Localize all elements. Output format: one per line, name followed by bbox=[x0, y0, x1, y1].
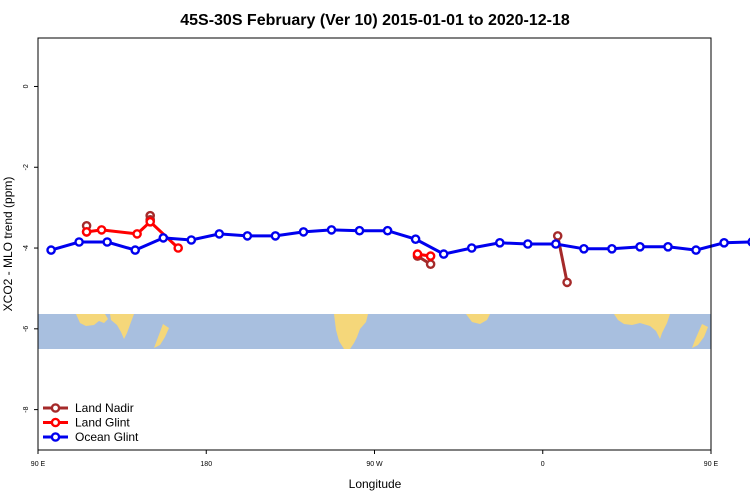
y-tick-label: -6 bbox=[23, 326, 30, 332]
map-land-new-zealand-repeat bbox=[692, 324, 708, 348]
data-point-ocean-glint bbox=[298, 227, 309, 237]
y-axis: 0 -2 -4 -6 -8 bbox=[23, 84, 38, 413]
data-point-ocean-glint bbox=[719, 237, 729, 248]
map-land-australia bbox=[76, 314, 108, 326]
legend-item-land-nadir: Land Nadir bbox=[43, 401, 134, 415]
data-point-land-glint bbox=[96, 225, 107, 235]
data-point-ocean-glint bbox=[382, 225, 393, 236]
legend-item-ocean-glint: Ocean Glint bbox=[43, 430, 139, 444]
plot-frame bbox=[37, 37, 712, 451]
data-point-land-glint bbox=[145, 216, 155, 227]
series-layer bbox=[46, 210, 750, 288]
legend-label-ocean-glint: Ocean Glint bbox=[75, 430, 139, 444]
y-axis-label: XCO2 - MLO trend (ppm) bbox=[1, 177, 15, 312]
data-point-land-glint bbox=[173, 243, 183, 253]
data-point-ocean-glint bbox=[102, 237, 112, 247]
series-land-nadir bbox=[81, 210, 572, 288]
legend-marker-land-nadir bbox=[50, 403, 61, 413]
data-point-land-nadir bbox=[552, 231, 563, 241]
data-point-ocean-glint bbox=[635, 241, 645, 252]
y-tick-label: -4 bbox=[23, 245, 30, 251]
series-land-glint bbox=[81, 216, 436, 261]
y-tick-label: -8 bbox=[23, 406, 30, 412]
legend-item-land-glint: Land Glint bbox=[43, 416, 130, 430]
legend-marker-land-glint bbox=[50, 417, 61, 428]
world-map-band bbox=[38, 314, 711, 349]
series-line-ocean-glint bbox=[50, 228, 750, 256]
data-point-ocean-glint bbox=[438, 249, 449, 259]
x-tick-label: 90 E bbox=[704, 461, 719, 468]
data-point-ocean-glint bbox=[607, 243, 617, 254]
data-point-ocean-glint bbox=[158, 233, 169, 243]
map-land-africa bbox=[466, 314, 490, 324]
x-tick-label: 90 W bbox=[366, 461, 383, 468]
map-land-australia-east bbox=[110, 314, 134, 339]
data-point-ocean-glint bbox=[523, 239, 533, 249]
data-point-ocean-glint bbox=[326, 225, 337, 235]
map-ocean bbox=[38, 314, 711, 349]
data-point-land-glint bbox=[412, 249, 423, 259]
map-land-new-zealand bbox=[154, 324, 169, 348]
data-point-ocean-glint bbox=[214, 229, 225, 239]
map-land-south-america bbox=[334, 314, 368, 349]
series-ocean-glint bbox=[46, 225, 750, 259]
data-point-ocean-glint bbox=[354, 225, 365, 236]
data-point-ocean-glint bbox=[551, 239, 561, 249]
x-tick-label: 0 bbox=[541, 461, 545, 468]
y-tick-label: -2 bbox=[23, 164, 30, 170]
x-tick-label: 90 E bbox=[31, 461, 46, 468]
legend-marker-ocean-glint bbox=[50, 432, 61, 442]
data-point-ocean-glint bbox=[691, 245, 701, 255]
data-point-land-glint bbox=[425, 251, 436, 261]
data-point-ocean-glint bbox=[579, 243, 589, 254]
data-point-ocean-glint bbox=[46, 245, 56, 255]
data-point-land-nadir bbox=[425, 259, 436, 270]
x-tick-label: 180 bbox=[200, 461, 212, 468]
data-point-ocean-glint bbox=[186, 235, 197, 245]
data-point-land-glint bbox=[81, 227, 92, 237]
x-axis-label: Longitude bbox=[349, 477, 402, 491]
data-point-ocean-glint bbox=[242, 231, 253, 241]
data-point-land-nadir bbox=[562, 277, 572, 288]
data-point-ocean-glint bbox=[270, 231, 281, 241]
chart-title: 45S-30S February (Ver 10) 2015-01-01 to … bbox=[180, 12, 570, 29]
legend-label-land-glint: Land Glint bbox=[75, 416, 130, 430]
map-land-australia-repeat bbox=[614, 314, 670, 339]
data-point-ocean-glint bbox=[410, 234, 421, 244]
data-point-land-glint bbox=[132, 229, 142, 239]
y-tick-label: 0 bbox=[23, 84, 30, 88]
data-point-ocean-glint bbox=[466, 243, 477, 253]
legend-label-land-nadir: Land Nadir bbox=[75, 401, 134, 415]
data-point-ocean-glint bbox=[130, 245, 140, 255]
data-point-ocean-glint bbox=[494, 237, 505, 248]
data-point-ocean-glint bbox=[74, 237, 84, 247]
data-point-ocean-glint bbox=[663, 241, 673, 252]
